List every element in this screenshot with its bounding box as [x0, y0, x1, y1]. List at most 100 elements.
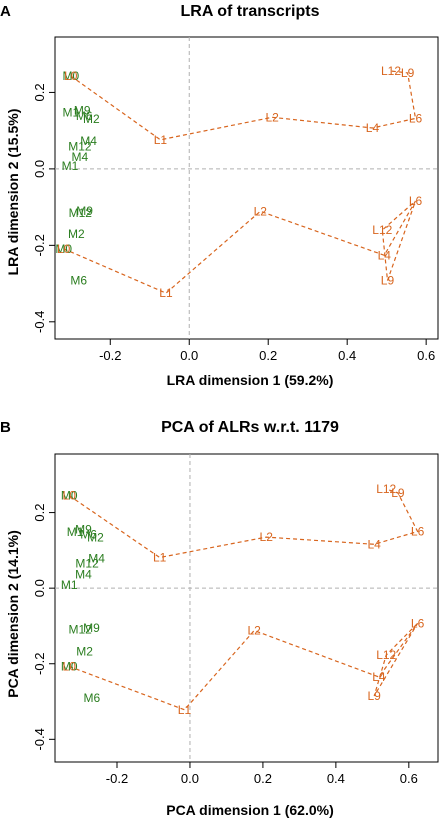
x-axis-label-a: LRA dimension 1 (59.2%)	[167, 372, 334, 388]
l-series-lines-b	[68, 488, 419, 711]
l-series-path-2	[68, 622, 419, 711]
l-series-path-2	[63, 200, 417, 294]
y-tick-label: 0.0	[32, 160, 47, 178]
x-tick-label: 0.6	[417, 348, 435, 363]
x-tick-label: 0.6	[400, 771, 418, 786]
m-point-label: M0	[55, 242, 72, 256]
m-point-label: M1	[67, 525, 84, 539]
l-point-label: L9	[367, 689, 381, 703]
m-point-label: M6	[80, 527, 97, 541]
panel-letter-a: A	[0, 3, 11, 20]
l-series-lines-a	[63, 70, 417, 294]
x-tick-label: -0.2	[106, 771, 128, 786]
y-tick-label: 0.0	[32, 579, 47, 597]
l-point-label: L0	[63, 489, 77, 503]
x-tick-label: 0.0	[181, 771, 199, 786]
x-tick-label: -0.2	[99, 348, 121, 363]
m-point-label: M4	[75, 568, 92, 582]
l-point-label: L4	[378, 248, 392, 262]
y-tick-label: -0.2	[32, 234, 47, 256]
l-point-label: L2	[254, 204, 268, 218]
chart-title-b: PCA of ALRs w.r.t. 1179	[161, 419, 339, 436]
m-point-label: M9	[75, 523, 92, 537]
m-point-label: M6	[76, 109, 93, 123]
l-point-label: L9	[391, 486, 405, 500]
m-point-label: M1	[62, 106, 79, 120]
l-point-label: L0	[63, 659, 77, 673]
l-series-path-1	[68, 488, 419, 559]
y-tick-label: -0.4	[32, 311, 47, 333]
l-point-label: L0	[57, 242, 71, 256]
m-point-label: M2	[68, 227, 85, 241]
l-point-label: L2	[265, 110, 279, 124]
x-tick-label: 0.2	[259, 348, 277, 363]
l-point-label: L1	[154, 133, 168, 147]
l-point-label: L12	[376, 648, 396, 662]
x-tick-label: 0.2	[254, 771, 272, 786]
l-point-label: L0	[64, 69, 78, 83]
l-point-label: L12	[376, 482, 396, 496]
l-point-label: L6	[409, 194, 423, 208]
x-tick-label: 0.4	[338, 348, 356, 363]
m-point-label: M4	[80, 134, 97, 148]
l-point-label: L4	[366, 121, 380, 135]
m-point-label: M12	[68, 623, 92, 637]
m-point-label: M1	[61, 578, 78, 592]
m-point-label: M0	[62, 69, 79, 83]
zero-lines-a	[55, 37, 438, 339]
m-point-label: M2	[76, 645, 93, 659]
panel-a: A LRA of transcripts LRA dimension 1 (59…	[0, 3, 439, 388]
m-point-label: M12	[69, 206, 93, 220]
l-point-label: L2	[247, 623, 261, 637]
m-point-label: M6	[70, 274, 87, 288]
panel-b: B PCA of ALRs w.r.t. 1179 PCA dimension …	[0, 419, 439, 818]
y-axis-label-b: PCA dimension 2 (14.1%)	[5, 530, 21, 698]
m-point-label: M12	[68, 139, 92, 153]
m-point-label: M2	[87, 531, 104, 545]
zero-lines-b	[55, 454, 438, 762]
y-tick-label: 0.2	[32, 83, 47, 101]
axis-ticks-b: -0.2 0.0 0.2 0.4 0.6 -0.4 -0.2 0.0 0.2	[32, 504, 418, 786]
m-point-label: M1	[62, 159, 79, 173]
l-point-label: L12	[372, 223, 392, 237]
m-point-label: M0	[61, 489, 78, 503]
l-point-label: L9	[381, 274, 395, 288]
m-point-label: M6	[84, 691, 101, 705]
l-series-path-1	[70, 70, 417, 141]
x-tick-label: 0.0	[180, 348, 198, 363]
l-point-label: L6	[411, 616, 425, 630]
axis-ticks-a: -0.2 0.0 0.2 0.4 0.6 -0.4 -0.2 0.0 0.2	[32, 83, 435, 363]
m-point-label: M9	[83, 621, 100, 635]
m-point-label: M12	[75, 557, 99, 571]
y-axis-label-a: LRA dimension 2 (15.5%)	[5, 109, 21, 276]
y-tick-label: -0.4	[32, 728, 47, 750]
l-point-label: L12	[381, 64, 401, 78]
m-point-label: M0	[61, 659, 78, 673]
x-axis-label-b: PCA dimension 1 (62.0%)	[166, 802, 334, 818]
y-tick-label: -0.2	[32, 653, 47, 675]
x-tick-label: 0.4	[327, 771, 345, 786]
l-point-label: L6	[411, 524, 425, 538]
m-point-label: M9	[74, 103, 91, 117]
l-point-label: L1	[178, 703, 192, 717]
l-point-label: L2	[260, 530, 274, 544]
m-point-label: M9	[76, 204, 93, 218]
l-point-label: L4	[367, 537, 381, 551]
m-point-label: M4	[72, 150, 89, 164]
plot-frame-b	[54, 453, 439, 763]
l-point-label: L1	[159, 286, 173, 300]
l-point-label: L1	[153, 551, 167, 565]
chart-title-a: LRA of transcripts	[181, 3, 320, 20]
m-point-label: M2	[83, 112, 100, 126]
l-point-label: L4	[372, 670, 386, 684]
plot-frame-a	[54, 36, 439, 340]
l-point-label: L9	[401, 66, 415, 80]
m-point-label: M4	[88, 552, 105, 566]
l-point-label: L6	[409, 111, 423, 125]
panel-letter-b: B	[0, 419, 11, 436]
